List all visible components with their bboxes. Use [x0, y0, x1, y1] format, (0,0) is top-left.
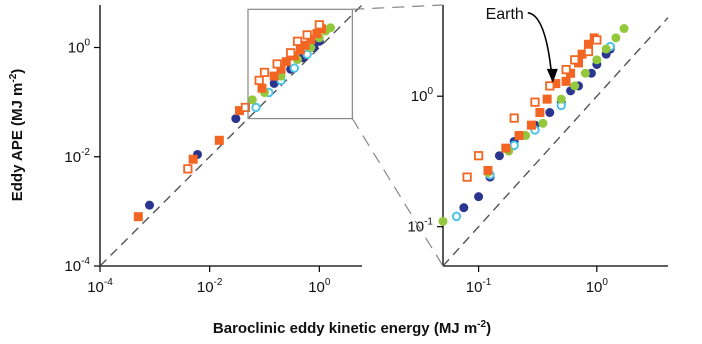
y-tick-label: 10-2: [64, 147, 90, 166]
data-point-open-circle: [251, 102, 261, 113]
data-point-filled-circle: [145, 200, 155, 210]
data-point-filled-circle: [459, 203, 469, 213]
data-point-filled-circle: [611, 33, 621, 43]
data-point-filled-circle: [601, 44, 611, 54]
data-point-filled-square: [561, 76, 571, 86]
x-tick-label: 10-4: [87, 277, 113, 296]
data-point-filled-circle: [247, 95, 257, 105]
data-point-open-square: [183, 164, 193, 174]
data-point-open-square: [473, 151, 484, 161]
one-to-one-reference-line: [442, 17, 669, 267]
data-point-filled-circle: [580, 68, 590, 78]
y-tick-label: 10-4: [64, 256, 90, 275]
data-point-open-square: [302, 30, 312, 40]
data-point-filled-square: [551, 79, 561, 89]
data-point-filled-circle: [570, 81, 580, 91]
y-tick-label: 100: [411, 86, 434, 105]
data-point-filled-circle: [538, 118, 548, 128]
data-point-open-square: [272, 59, 282, 69]
data-point-filled-square: [306, 35, 316, 45]
data-point-filled-circle: [545, 108, 555, 118]
data-point-open-square: [530, 97, 540, 107]
earth-annotation-label: Earth: [486, 6, 524, 23]
data-point-open-square: [314, 20, 324, 30]
data-point-open-square: [592, 35, 602, 45]
data-point-filled-circle: [592, 55, 602, 65]
data-point-open-square: [561, 64, 571, 75]
data-point-filled-square: [300, 40, 310, 50]
data-point-filled-square: [312, 29, 322, 39]
data-point-open-square: [570, 55, 580, 65]
data-point-filled-square: [577, 49, 587, 59]
data-point-open-square: [545, 81, 555, 91]
data-point-filled-square: [269, 71, 279, 81]
data-point-open-circle: [509, 140, 519, 151]
data-point-filled-circle: [231, 114, 241, 124]
data-point-filled-circle: [276, 71, 286, 81]
data-point-filled-square: [281, 57, 291, 67]
data-point-filled-circle: [494, 151, 504, 161]
earth-annotation-arrowhead: [546, 68, 558, 83]
x-tick-label: 100: [308, 277, 331, 296]
data-point-open-square: [509, 113, 519, 123]
data-point-open-square: [286, 48, 296, 58]
x-axis-title: Baroclinic eddy kinetic energy (MJ m-2): [213, 319, 491, 337]
data-point-filled-square: [483, 165, 493, 175]
data-point-filled-circle: [326, 23, 336, 33]
data-point-filled-square: [583, 39, 593, 49]
data-point-open-circle: [451, 211, 462, 222]
data-point-filled-square: [514, 131, 524, 140]
data-point-filled-square: [295, 45, 305, 55]
data-point-filled-square: [276, 64, 286, 74]
data-point-filled-square: [234, 106, 244, 116]
data-point-open-square: [292, 36, 303, 46]
data-point-open-circle: [289, 63, 300, 73]
data-point-open-square: [462, 172, 472, 182]
data-point-filled-square: [133, 212, 143, 222]
x-tick-label: 10-2: [197, 277, 223, 296]
data-point-filled-square: [214, 135, 224, 145]
x-tick-label: 100: [586, 277, 609, 296]
left-panel: 10-4 10-2 100 10-4 10-2 100: [64, 4, 363, 296]
data-point-filled-square: [188, 154, 198, 164]
zoom-link-bottom: [351, 118, 444, 267]
data-point-filled-square: [535, 108, 545, 118]
x-tick-label: 10-1: [466, 277, 492, 296]
data-point-open-square: [240, 102, 251, 113]
data-point-filled-square: [501, 143, 511, 153]
data-point-filled-square: [542, 94, 552, 104]
y-tick-label: 100: [68, 38, 91, 57]
zoom-connector-lines: [247, 4, 444, 267]
data-point-open-square: [583, 46, 594, 57]
right-panel: 10-1 100 10-1 100 Earth: [407, 5, 669, 296]
zoom-region-box: [247, 8, 353, 120]
y-axis-title: Eddy APE (MJ m-2): [8, 69, 26, 202]
data-point-filled-square: [526, 120, 536, 130]
zoom-link-top: [352, 4, 444, 10]
data-point-filled-circle: [474, 192, 484, 202]
data-point-filled-circle: [556, 94, 566, 104]
data-point-filled-circle: [619, 24, 629, 34]
data-point-filled-circle: [438, 216, 448, 226]
y-tick-label: 10-1: [407, 217, 433, 236]
earth-annotation-arrow: [527, 12, 553, 77]
data-point-open-square: [259, 67, 270, 78]
data-point-filled-square: [257, 83, 267, 93]
data-point-open-square: [254, 75, 264, 85]
